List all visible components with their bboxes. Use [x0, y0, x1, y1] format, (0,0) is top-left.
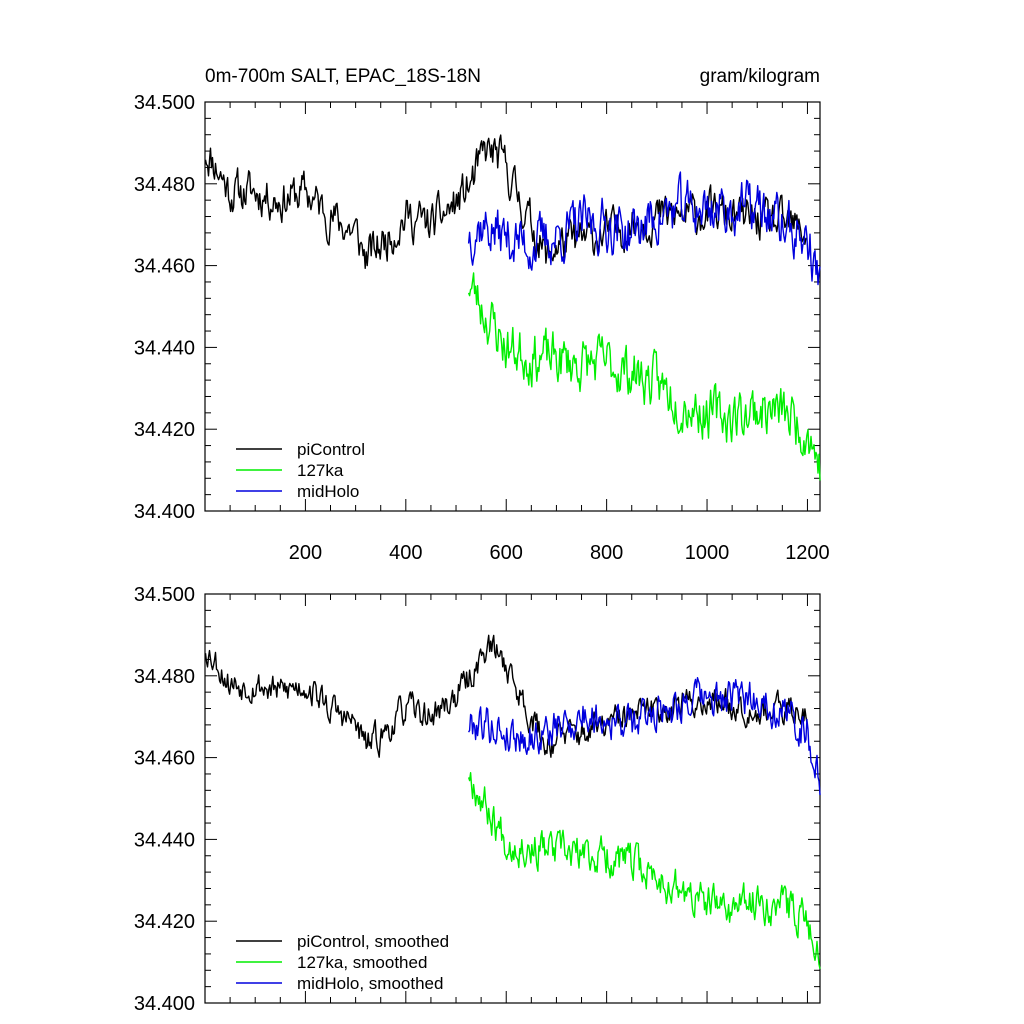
top-x-tick-label: 200	[289, 542, 322, 564]
bottom-legend-label: 127ka, smoothed	[297, 953, 427, 972]
top-plot-frame	[204, 101, 821, 512]
top-series-midholo	[467, 171, 821, 286]
top-x-tick-label: 600	[490, 542, 523, 564]
top-x-tick-label: 1200	[785, 542, 830, 564]
top-series-picontrol	[204, 134, 808, 269]
bottom-plot-frame	[204, 593, 821, 1004]
units-label: gram/kilogram	[700, 66, 820, 87]
bottom-series-midholo-smoothed	[467, 677, 821, 796]
top-y-tick-label: 34.400	[134, 501, 195, 523]
bottom-series-127ka-smoothed	[467, 772, 821, 970]
bottom-y-tick-label: 34.500	[134, 584, 195, 606]
top-y-tick-label: 34.460	[134, 256, 195, 278]
top-x-tick-label: 800	[590, 542, 623, 564]
top-x-tick-label: 400	[389, 542, 422, 564]
bottom-y-tick-label: 34.400	[134, 993, 195, 1015]
bottom-legend-label: piControl, smoothed	[297, 932, 449, 951]
bottom-y-tick-label: 34.480	[134, 666, 195, 688]
top-y-tick-label: 34.420	[134, 419, 195, 441]
top-legend-label: 127ka	[297, 461, 344, 480]
top-panel: 34.500 34.480 34.460 34.440 34.420 34.400 200 4…	[134, 92, 830, 564]
bottom-y-tick-label: 34.440	[134, 829, 195, 851]
top-series-127ka	[467, 272, 821, 481]
bottom-legend-label: midHolo, smoothed	[297, 974, 443, 993]
top-y-tick-label: 34.480	[134, 174, 195, 196]
top-y-tick-label: 34.440	[134, 337, 195, 359]
top-legend-label: piControl	[297, 440, 365, 459]
top-x-tick-label: 1000	[685, 542, 730, 564]
top-y-tick-label: 34.500	[134, 92, 195, 114]
bottom-panel: 34.500 34.480 34.460 34.440 34.420 34.400 piCo…	[134, 584, 821, 1015]
plot-title: 0m-700m SALT, EPAC_18S-18N	[205, 66, 481, 87]
bottom-y-tick-label: 34.420	[134, 911, 195, 933]
bottom-y-tick-label: 34.460	[134, 748, 195, 770]
top-legend-label: midHolo	[297, 482, 359, 501]
bottom-series-picontrol-smoothed	[204, 634, 808, 758]
